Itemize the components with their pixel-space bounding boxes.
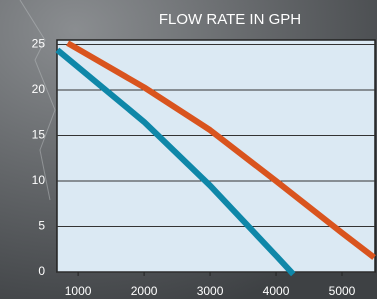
y-tick-label: 10 <box>32 173 46 187</box>
y-tick-label: 0 <box>38 264 45 278</box>
chart: FLOW RATE IN GPH 0 5 10 15 20 25 1000 2000 3000 4… <box>0 0 377 299</box>
chart-title: FLOW RATE IN GPH <box>159 11 301 28</box>
x-tick-label: 3000 <box>197 284 224 298</box>
x-tick-label: 5000 <box>329 284 356 298</box>
y-tick-label: 5 <box>38 219 45 233</box>
y-tick-label: 20 <box>32 82 46 96</box>
plot-area <box>57 40 375 272</box>
y-tick-label: 15 <box>32 128 46 142</box>
y-tick-label: 25 <box>32 37 46 51</box>
x-tick-label: 1000 <box>65 284 92 298</box>
x-tick-label: 2000 <box>131 284 158 298</box>
page: FLOW RATE IN GPH 0 5 10 15 20 25 1000 2000 3000 4… <box>0 0 377 299</box>
x-tick-label: 4000 <box>263 284 290 298</box>
